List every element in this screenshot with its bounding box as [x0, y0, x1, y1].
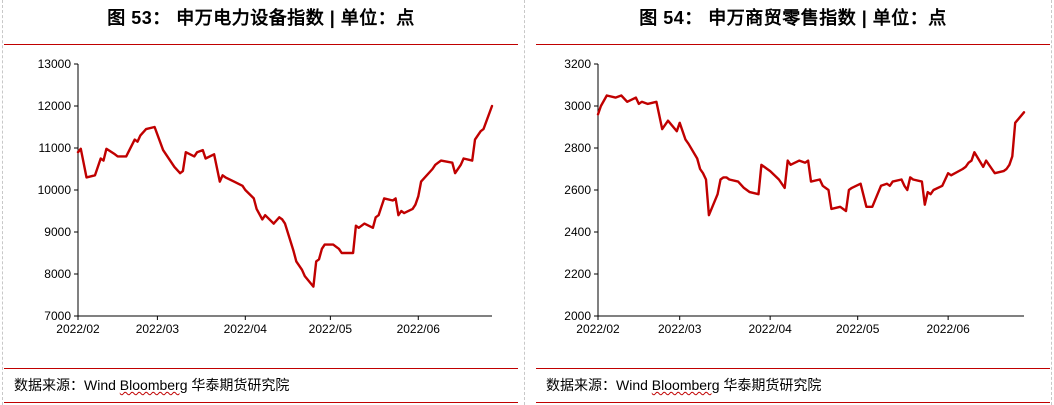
- y-tick-label: 3200: [564, 57, 591, 71]
- y-tick-label: 2200: [564, 267, 591, 281]
- y-tick-label: 2800: [564, 141, 591, 155]
- source-underlined: Bloomberg: [651, 377, 720, 393]
- x-tick-label: 2022/04: [224, 322, 268, 336]
- x-tick-label: 2022/05: [836, 322, 880, 336]
- source-prefix: 数据来源：Wind: [546, 377, 652, 393]
- y-tick-label: 10000: [38, 183, 72, 197]
- source-suffix: 华泰期货研究院: [187, 377, 290, 393]
- y-tick-label: 9000: [44, 225, 71, 239]
- y-tick-label: 8000: [44, 267, 71, 281]
- source-prefix: 数据来源：Wind: [14, 377, 120, 393]
- frame-dash-center: [524, 0, 525, 405]
- y-tick-label: 3000: [564, 99, 591, 113]
- title-rule: [4, 44, 518, 45]
- title-rule: [536, 44, 1050, 45]
- source-rule: [4, 368, 518, 369]
- x-tick-label: 2022/06: [926, 322, 970, 336]
- chart-panel-retail-trade: 图 54： 申万商贸零售指数 | 单位：点 2000 2200 2400 2600 28…: [536, 0, 1050, 405]
- line-chart-retail-trade: 2000 2200 2400 2600 2800 3000 3200 2022/02 2022/…: [564, 57, 1026, 336]
- y-tick-label: 2600: [564, 183, 591, 197]
- y-tick-label: 11000: [39, 141, 72, 155]
- source-rule: [536, 368, 1050, 369]
- y-tick-label: 12000: [38, 99, 72, 113]
- chart-title: 图 54： 申万商贸零售指数 | 单位：点: [639, 8, 947, 28]
- y-tick-label: 2400: [564, 225, 591, 239]
- bottom-rule: [4, 402, 518, 403]
- x-tick-label: 2022/06: [397, 322, 441, 336]
- line-chart-power-equipment: 7000 8000 9000 10000 11000 12000 13000 2022/02 2…: [38, 57, 494, 336]
- chart-title: 图 53： 申万电力设备指数 | 单位：点: [107, 8, 415, 28]
- source-underlined: Bloomberg: [119, 377, 188, 393]
- series-line: [596, 94, 1026, 217]
- y-tick-label: 7000: [44, 309, 71, 323]
- source-note: 数据来源：Wind Bloomberg 华泰期货研究院: [546, 375, 821, 395]
- x-tick-label: 2022/04: [748, 322, 792, 336]
- chart-panel-power-equipment: 图 53： 申万电力设备指数 | 单位：点 7000 8000 9000 10000 1…: [4, 0, 518, 405]
- frame-dash-left: [2, 0, 3, 405]
- x-tick-label: 2022/02: [576, 322, 620, 336]
- y-tick-label: 13000: [38, 57, 72, 71]
- x-tick-label: 2022/02: [56, 322, 100, 336]
- series-line: [76, 104, 494, 288]
- bottom-rule: [536, 402, 1050, 403]
- source-suffix: 华泰期货研究院: [719, 377, 822, 393]
- source-note: 数据来源：Wind Bloomberg 华泰期货研究院: [14, 375, 289, 395]
- x-tick-label: 2022/05: [309, 322, 353, 336]
- frame-dash-right: [1051, 0, 1052, 405]
- y-tick-label: 2000: [564, 309, 591, 323]
- x-tick-label: 2022/03: [658, 322, 702, 336]
- x-tick-label: 2022/03: [136, 322, 180, 336]
